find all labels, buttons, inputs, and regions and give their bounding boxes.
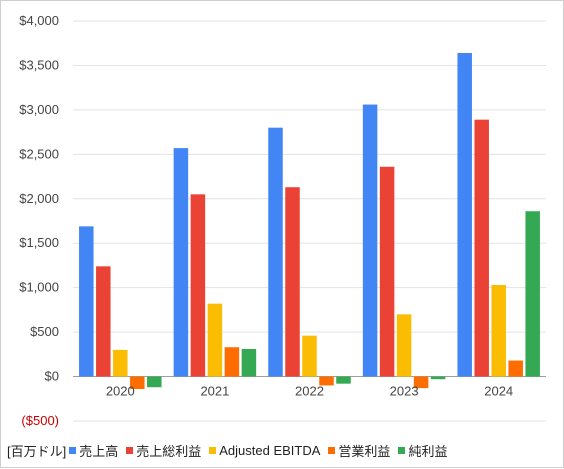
legend-item: Adjusted EBITDA bbox=[209, 443, 320, 458]
bar-2023-series-4 bbox=[430, 376, 446, 380]
y-tick-label: ($500) bbox=[21, 413, 59, 428]
bar-2020-series-3 bbox=[130, 376, 145, 389]
legend-swatch bbox=[398, 446, 406, 454]
bar-2020-series-0 bbox=[79, 226, 94, 377]
bar-2021-series-4 bbox=[241, 349, 257, 377]
bar-2024-series-1 bbox=[474, 119, 489, 377]
legend-label: 売上高 bbox=[79, 443, 119, 459]
bar-2023-series-0 bbox=[362, 104, 378, 377]
y-tick-label: $4,000 bbox=[19, 13, 59, 28]
bar-2022-series-1 bbox=[285, 187, 300, 377]
legend-label: 営業利益 bbox=[338, 443, 391, 459]
legend-swatch bbox=[126, 446, 134, 454]
x-tick-label: 2020 bbox=[106, 384, 135, 399]
bar-2021-series-3 bbox=[224, 347, 240, 377]
x-axis: 2020 2021 2022 2023 2024 bbox=[106, 384, 513, 399]
bar-2022-series-3 bbox=[319, 376, 334, 386]
bar-2024-series-0 bbox=[457, 53, 472, 377]
y-tick-label: $2,000 bbox=[19, 191, 59, 206]
legend-item: 売上総利益 bbox=[126, 441, 201, 460]
bar-2024-series-3 bbox=[508, 360, 523, 377]
unit-label: [百万ドル] bbox=[7, 443, 67, 459]
x-tick-label: 2023 bbox=[390, 384, 419, 399]
legend-label: 売上総利益 bbox=[136, 443, 202, 459]
legend-swatch bbox=[69, 446, 77, 454]
bar-2024-series-2 bbox=[491, 285, 506, 377]
bar-2023-series-2 bbox=[396, 314, 412, 377]
legend-item: 純利益 bbox=[398, 441, 447, 460]
y-tick-label: $1,500 bbox=[19, 235, 59, 250]
legend-swatch bbox=[328, 446, 336, 454]
bar-2020-series-2 bbox=[113, 349, 128, 377]
x-tick-label: 2022 bbox=[295, 384, 324, 399]
y-tick-label: $2,500 bbox=[19, 146, 59, 161]
y-tick-label: $1,000 bbox=[19, 280, 59, 295]
y-tick-label: $0 bbox=[45, 369, 59, 384]
y-tick-label: $3,500 bbox=[19, 57, 59, 72]
y-tick-label: $500 bbox=[30, 324, 59, 339]
bars bbox=[79, 53, 540, 389]
y-tick-label: $3,000 bbox=[19, 102, 59, 117]
legend: [百万ドル] 売上高 売上総利益 Adjusted EBITDA 営業利益 純利益 bbox=[7, 441, 455, 459]
legend-label: 純利益 bbox=[408, 443, 448, 459]
legend-item: 営業利益 bbox=[328, 441, 390, 460]
x-tick-label: 2021 bbox=[200, 384, 229, 399]
bar-2021-series-1 bbox=[190, 194, 206, 377]
bar-2020-series-1 bbox=[96, 266, 111, 377]
bar-2023-series-3 bbox=[413, 376, 429, 389]
bar-2022-series-0 bbox=[268, 127, 283, 377]
bar-2023-series-1 bbox=[379, 166, 395, 377]
y-axis: $4,000 $3,500 $3,000 $2,500 $2,000 $1,500 $1,0… bbox=[19, 13, 59, 428]
bar-2024-series-4 bbox=[525, 211, 540, 377]
legend-label: Adjusted EBITDA bbox=[219, 442, 321, 458]
legend-item: 売上高 bbox=[69, 441, 118, 460]
legend-swatch bbox=[209, 446, 217, 454]
bar-2021-series-2 bbox=[207, 303, 223, 377]
bar-2022-series-2 bbox=[302, 335, 317, 377]
bar-2022-series-4 bbox=[336, 376, 351, 384]
bar-2020-series-4 bbox=[147, 376, 162, 388]
bar-2021-series-0 bbox=[173, 148, 189, 377]
x-tick-label: 2024 bbox=[484, 384, 513, 399]
